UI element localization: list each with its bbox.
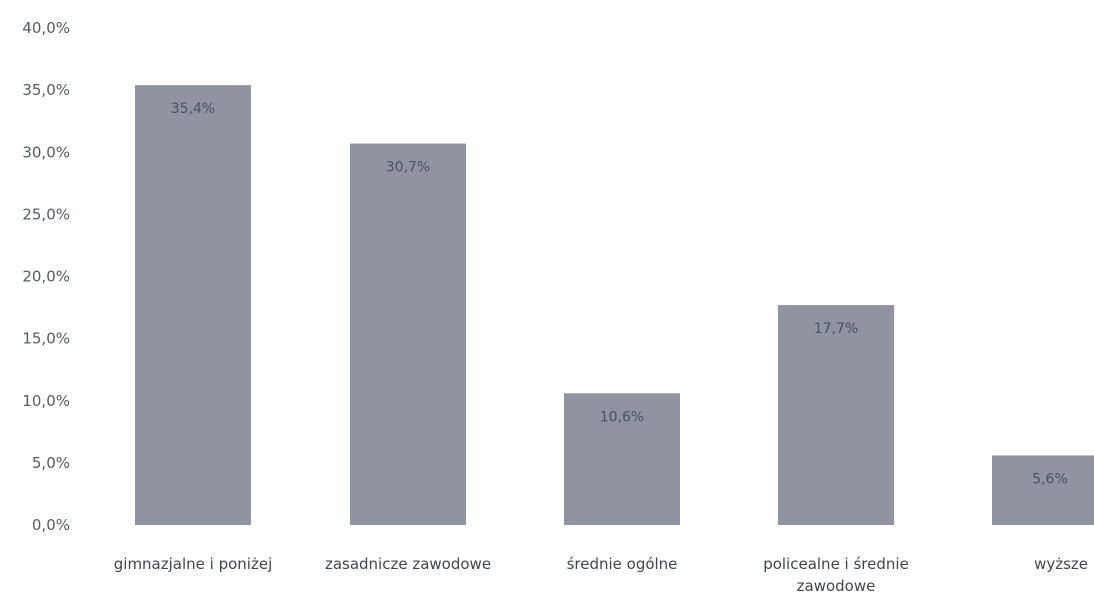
bar (135, 85, 251, 525)
y-tick-label: 10,0% (22, 392, 70, 410)
y-tick-label: 15,0% (22, 330, 70, 348)
data-labels: 35,4% 30,7% 10,6% 17,7% 5,6% (171, 101, 1068, 487)
category-label: gimnazjalne i poniżej (114, 555, 272, 573)
category-label: wyższe (1034, 555, 1088, 573)
bar (992, 455, 1094, 525)
x-axis: gimnazjalne i poniżej zasadnicze zawodowe… (114, 555, 1088, 595)
category-label: zasadnicze zawodowe (325, 555, 491, 573)
data-label: 30,7% (386, 160, 430, 176)
data-label: 5,6% (1032, 471, 1068, 487)
y-tick-label: 25,0% (22, 205, 70, 223)
category-label: policealne i średnie zawodowe (763, 555, 909, 595)
y-tick-label: 35,0% (22, 81, 70, 99)
bar (564, 393, 680, 525)
y-axis: 0,0% 5,0% 10,0% 15,0% 20,0% 25,0% 30,0% 35,0% 40… (22, 19, 70, 534)
y-tick-label: 0,0% (32, 516, 70, 534)
data-label: 17,7% (814, 321, 858, 337)
category-label: średnie ogólne (567, 555, 678, 573)
y-tick-label: 30,0% (22, 143, 70, 161)
bar (778, 305, 894, 525)
y-tick-label: 40,0% (22, 19, 70, 37)
bars (135, 85, 1094, 526)
y-tick-label: 20,0% (22, 268, 70, 286)
y-tick-label: 5,0% (32, 454, 70, 472)
bar (350, 143, 466, 526)
data-label: 35,4% (171, 101, 215, 117)
data-label: 10,6% (600, 409, 644, 425)
